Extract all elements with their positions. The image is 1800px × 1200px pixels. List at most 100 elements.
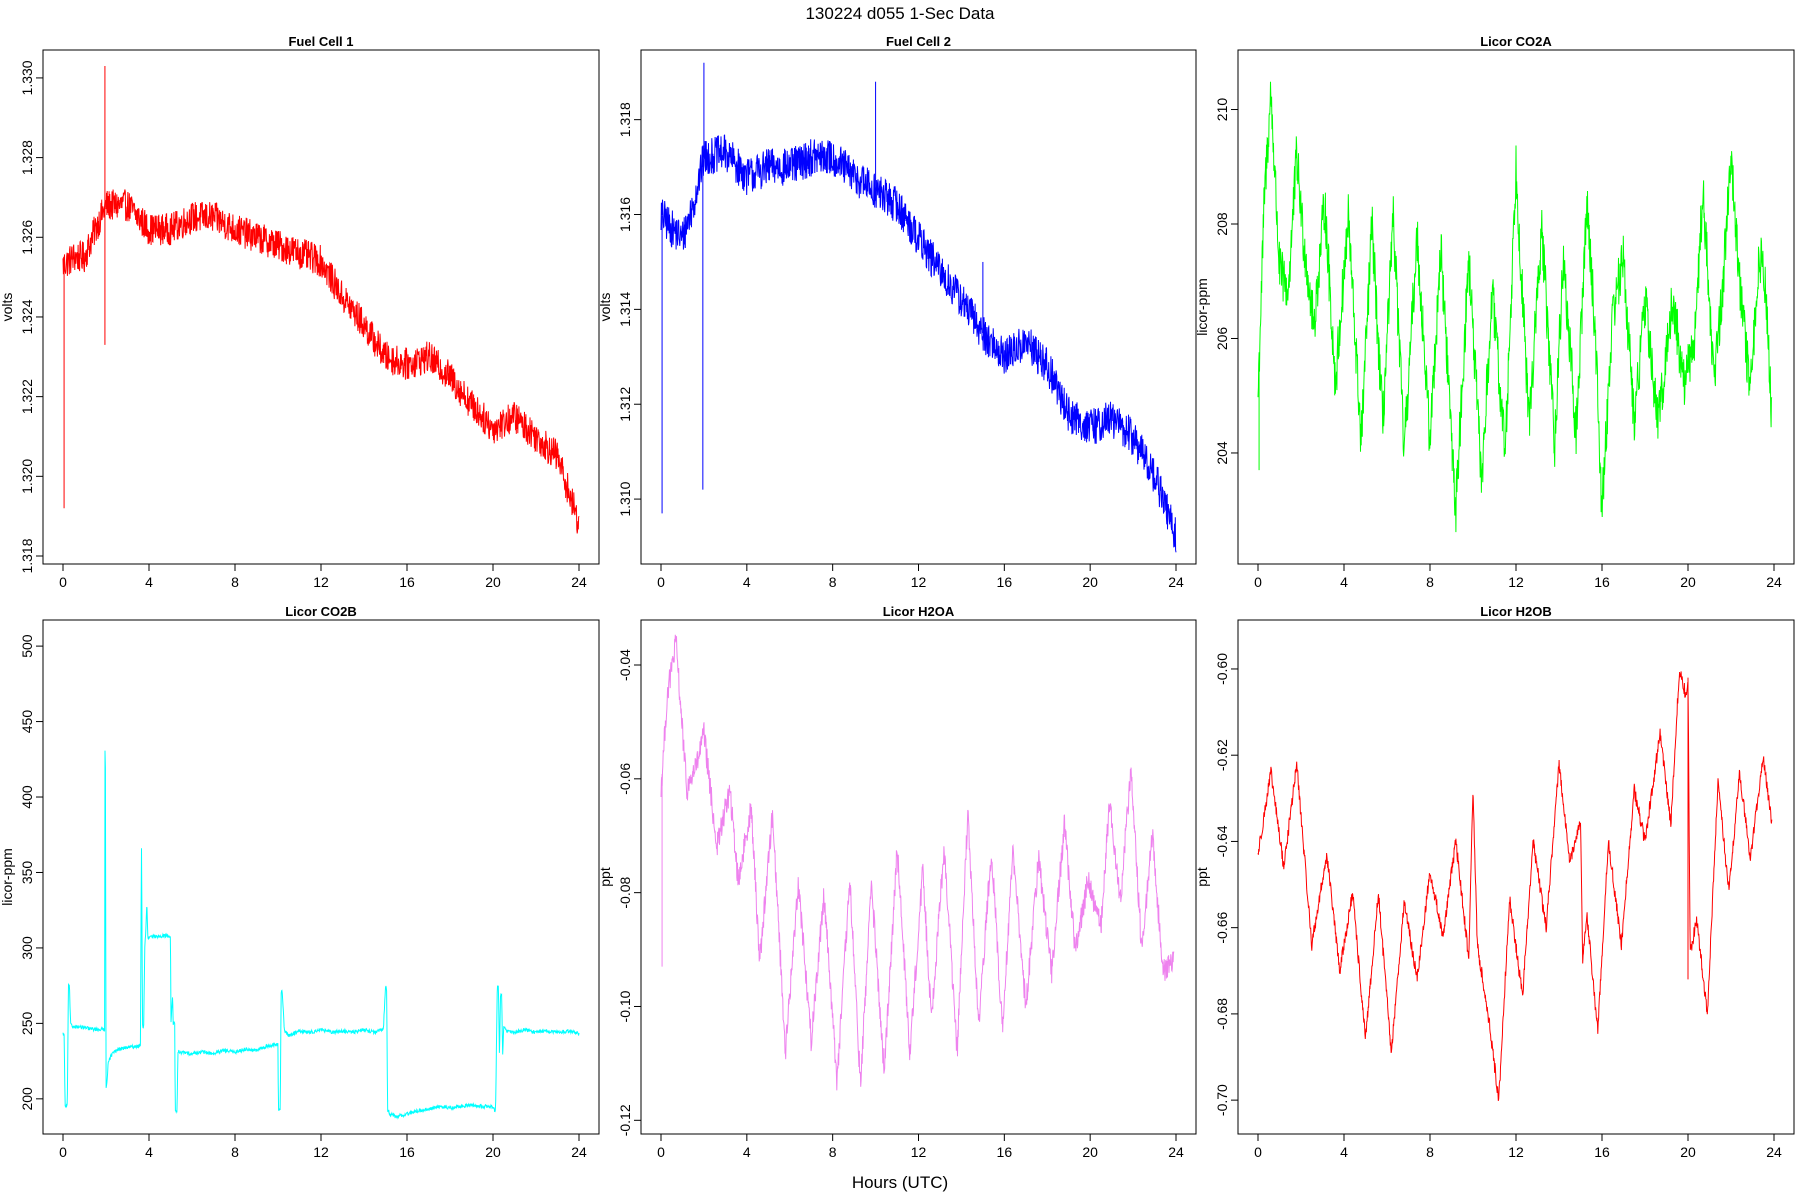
panel-title: Fuel Cell 1 [288, 34, 353, 49]
y-tick-label: 1.324 [19, 299, 35, 334]
x-tick-label: 12 [313, 574, 329, 590]
y-tick-label: 500 [19, 634, 35, 658]
x-tick-label: 16 [1594, 574, 1610, 590]
x-tick-label: 8 [829, 574, 837, 590]
y-tick-label: 1.316 [617, 197, 633, 232]
panel-title: Licor CO2B [285, 604, 357, 619]
x-tick-label: 12 [911, 574, 927, 590]
x-tick-label: 24 [1766, 574, 1782, 590]
y-tick-label: -0.08 [617, 876, 633, 908]
y-tick-label: 450 [19, 710, 35, 734]
x-tick-label: 0 [657, 574, 665, 590]
y-tick-label: 204 [1214, 441, 1230, 465]
y-tick-label: -0.68 [1214, 998, 1230, 1030]
x-tick-label: 8 [829, 1144, 837, 1160]
panel-title: Licor CO2A [1480, 34, 1552, 49]
series-line [62, 189, 580, 534]
y-axis-label: ppt [597, 867, 613, 887]
panels: Fuel Cell 1 volts 0 4 8 12 16 20 24 1.318 1.320 1.3… [0, 34, 1795, 1160]
x-tick-label: 16 [399, 1144, 415, 1160]
x-tick-label: 24 [1766, 1144, 1782, 1160]
y-tick-label: -0.60 [1214, 653, 1230, 685]
panel-title: Fuel Cell 2 [886, 34, 951, 49]
x-tick-label: 0 [59, 574, 67, 590]
y-tick-label: -0.10 [617, 990, 633, 1022]
y-tick-label: 200 [19, 1087, 35, 1111]
x-tick-label: 4 [1340, 1144, 1348, 1160]
y-tick-label: -0.04 [617, 649, 633, 681]
x-tick-label: 4 [1340, 574, 1348, 590]
y-axis-label: licor-ppm [1194, 278, 1210, 336]
x-tick-label: 12 [1508, 1144, 1524, 1160]
y-axis-label: volts [0, 293, 15, 322]
y-tick-label: 400 [19, 785, 35, 809]
x-tick-label: 0 [59, 1144, 67, 1160]
x-axis-label: Hours (UTC) [852, 1173, 948, 1192]
y-tick-label: 1.326 [19, 220, 35, 255]
panel-title: Licor H2OB [1480, 604, 1552, 619]
y-tick-label: 1.318 [617, 102, 633, 137]
x-tick-label: 0 [657, 1144, 665, 1160]
y-tick-label: -0.70 [1214, 1084, 1230, 1116]
y-tick-label: 1.312 [617, 387, 633, 422]
x-tick-label: 16 [1594, 1144, 1610, 1160]
y-tick-label: 1.330 [19, 60, 35, 95]
plot-frame [1237, 619, 1795, 1135]
x-tick-label: 0 [1254, 574, 1262, 590]
y-tick-label: 1.328 [19, 140, 35, 175]
panel-title: Licor H2OA [883, 604, 955, 619]
chart-panel-5: Licor H2OA ppt 0 4 8 12 16 20 24 -0.12 -0.10 -0.08 -… [597, 604, 1197, 1160]
x-tick-label: 20 [1680, 1144, 1696, 1160]
x-tick-label: 16 [997, 574, 1013, 590]
chart-panel-1: Fuel Cell 1 volts 0 4 8 12 16 20 24 1.318 1.320 1.3… [0, 34, 600, 590]
x-tick-label: 24 [571, 1144, 587, 1160]
x-tick-label: 16 [997, 1144, 1013, 1160]
series-line [660, 634, 1175, 1091]
y-tick-label: 1.310 [617, 481, 633, 516]
y-tick-label: 1.318 [19, 538, 35, 573]
y-tick-label: 350 [19, 861, 35, 885]
chart-panel-2: Fuel Cell 2 volts 0 4 8 12 16 20 24 1.310 1.312 1.3… [597, 34, 1197, 590]
x-tick-label: 16 [399, 574, 415, 590]
series-line [660, 134, 1177, 553]
series-line [1257, 671, 1773, 1101]
y-tick-label: -0.66 [1214, 911, 1230, 943]
x-tick-label: 4 [743, 574, 751, 590]
x-tick-label: 8 [1426, 574, 1434, 590]
x-tick-label: 20 [485, 1144, 501, 1160]
x-tick-label: 8 [231, 574, 239, 590]
x-tick-label: 20 [1680, 574, 1696, 590]
x-tick-label: 8 [231, 1144, 239, 1160]
x-tick-label: 20 [485, 574, 501, 590]
plot-frame [640, 619, 1197, 1135]
x-tick-label: 20 [1082, 1144, 1098, 1160]
y-axis-label: ppt [1194, 867, 1210, 887]
y-tick-label: 250 [19, 1011, 35, 1035]
y-axis-label: licor-ppm [0, 848, 15, 906]
x-tick-label: 12 [1508, 574, 1524, 590]
y-tick-label: 206 [1214, 327, 1230, 351]
x-tick-label: 24 [1168, 574, 1184, 590]
x-tick-label: 24 [1168, 1144, 1184, 1160]
x-tick-label: 4 [743, 1144, 751, 1160]
chart-panel-4: Licor CO2B licor-ppm 0 4 8 12 16 20 24 200 250 300 3… [0, 604, 600, 1160]
y-tick-label: 1.314 [617, 292, 633, 327]
x-tick-label: 0 [1254, 1144, 1262, 1160]
y-tick-label: 300 [19, 936, 35, 960]
figure-title: 130224 d055 1-Sec Data [805, 4, 995, 23]
x-tick-label: 4 [145, 574, 153, 590]
series-line [62, 750, 580, 1120]
y-axis-label: volts [597, 293, 613, 322]
x-tick-label: 12 [911, 1144, 927, 1160]
series-line [1257, 81, 1773, 533]
y-tick-label: 210 [1214, 98, 1230, 122]
y-tick-label: -0.12 [617, 1104, 633, 1136]
plot-frame [42, 619, 600, 1135]
y-tick-label: -0.64 [1214, 825, 1230, 857]
y-tick-label: 1.320 [19, 459, 35, 494]
plot-frame [640, 49, 1197, 565]
x-tick-label: 20 [1082, 574, 1098, 590]
plot-frame [42, 49, 600, 565]
chart-panel-6: Licor H2OB ppt 0 4 8 12 16 20 24 -0.70 -0.68 -0.66 -… [1194, 604, 1795, 1160]
